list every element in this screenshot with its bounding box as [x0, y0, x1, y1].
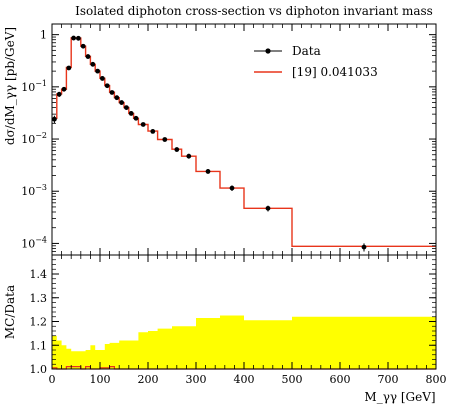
legend-label-data: Data — [292, 44, 321, 58]
data-point-marker — [119, 100, 124, 105]
x-tick-label: 600 — [330, 373, 351, 386]
main-y-axis-label: dσ/dM_γγ [pb/GeV] — [3, 27, 17, 145]
data-point — [56, 91, 62, 97]
data-point — [61, 86, 67, 92]
data-point-marker — [128, 110, 134, 116]
data-point-marker — [361, 244, 367, 250]
data-point — [229, 185, 235, 192]
data-point — [205, 168, 211, 174]
data-point-marker — [124, 105, 129, 111]
data-point-marker — [229, 185, 235, 191]
x-tick-label: 300 — [186, 373, 207, 386]
ratio-y-tick-label: 1.1 — [30, 339, 48, 352]
data-point — [361, 243, 367, 252]
data-point-marker — [265, 205, 271, 211]
data-point-marker — [76, 35, 81, 41]
data-point — [174, 147, 180, 152]
data-point-marker — [61, 86, 67, 92]
data-point-marker — [52, 116, 57, 122]
ratio-uncertainty-band — [52, 315, 436, 369]
data-point — [95, 68, 100, 74]
data-point-marker — [109, 90, 115, 95]
data-point — [100, 76, 105, 81]
y-tick-label: 10−1 — [21, 79, 47, 94]
data-point-marker — [90, 61, 96, 67]
legend-label-mc: [19] 0.041033 — [292, 65, 378, 79]
data-point-marker — [80, 43, 86, 49]
data-point-marker — [100, 76, 105, 81]
ratio-y-tick-label: 1.0 — [30, 363, 48, 376]
data-point-marker — [150, 129, 156, 134]
main-panel: 10−4 10−3 10−2 10−1 1 — [21, 23, 437, 256]
x-tick-label: 800 — [426, 373, 447, 386]
data-point-marker — [85, 54, 91, 59]
data-point-marker — [174, 147, 180, 152]
x-tick-label: 700 — [378, 373, 399, 386]
data-point — [186, 153, 192, 159]
data-point — [114, 95, 120, 101]
data-point — [140, 122, 146, 127]
data-point — [52, 115, 57, 124]
x-tick-label: 100 — [90, 373, 111, 386]
data-point — [265, 205, 271, 212]
data-point-marker — [95, 68, 100, 74]
ratio-panel: 1.0 1.1 1.2 1.3 1.4 0 100 200 300 400 500 600 700 800 — [30, 254, 447, 386]
data-point — [85, 54, 91, 59]
data-point-marker — [205, 168, 211, 174]
data-point-marker — [114, 95, 120, 101]
data-point — [124, 105, 129, 111]
mc-histogram-line — [52, 37, 436, 248]
data-point-marker — [186, 153, 192, 159]
ratio-y-tick-label: 1.4 — [30, 268, 48, 281]
x-tick-label: 200 — [138, 373, 159, 386]
data-point-marker — [71, 35, 76, 41]
data-point-marker — [133, 115, 139, 121]
data-point — [162, 137, 168, 142]
y-tick-label: 10−3 — [21, 183, 47, 198]
ratio-y-tick-label: 1.2 — [30, 316, 48, 329]
data-point — [80, 43, 86, 49]
data-point — [66, 65, 72, 71]
x-tick-label: 0 — [49, 373, 56, 386]
data-point — [109, 90, 115, 95]
data-point — [90, 61, 96, 67]
x-tick-label: 400 — [234, 373, 255, 386]
legend: Data [19] 0.041033 — [254, 44, 378, 79]
x-axis-label: M_γγ [GeV] — [364, 390, 435, 404]
legend-data-marker — [265, 48, 271, 54]
data-point — [76, 35, 81, 41]
data-point — [150, 129, 156, 134]
data-point — [104, 83, 110, 89]
data-point-marker — [66, 65, 72, 71]
data-point-marker — [162, 137, 168, 142]
data-point — [119, 100, 124, 105]
y-tick-label: 10−2 — [21, 131, 47, 146]
data-point — [128, 110, 134, 116]
data-point — [133, 115, 139, 121]
data-point-marker — [56, 91, 62, 97]
x-tick-label: 500 — [282, 373, 303, 386]
data-point-marker — [140, 122, 146, 127]
chart-title: Isolated diphoton cross-section vs dipho… — [75, 4, 433, 18]
data-point — [71, 35, 76, 41]
y-tick-label: 10−4 — [21, 235, 47, 250]
main-plot-frame — [51, 23, 437, 256]
y-tick-label: 1 — [40, 29, 47, 42]
ratio-y-tick-label: 1.3 — [30, 292, 48, 305]
data-point-marker — [104, 83, 110, 89]
ratio-y-axis-label: MC/Data — [3, 285, 17, 339]
